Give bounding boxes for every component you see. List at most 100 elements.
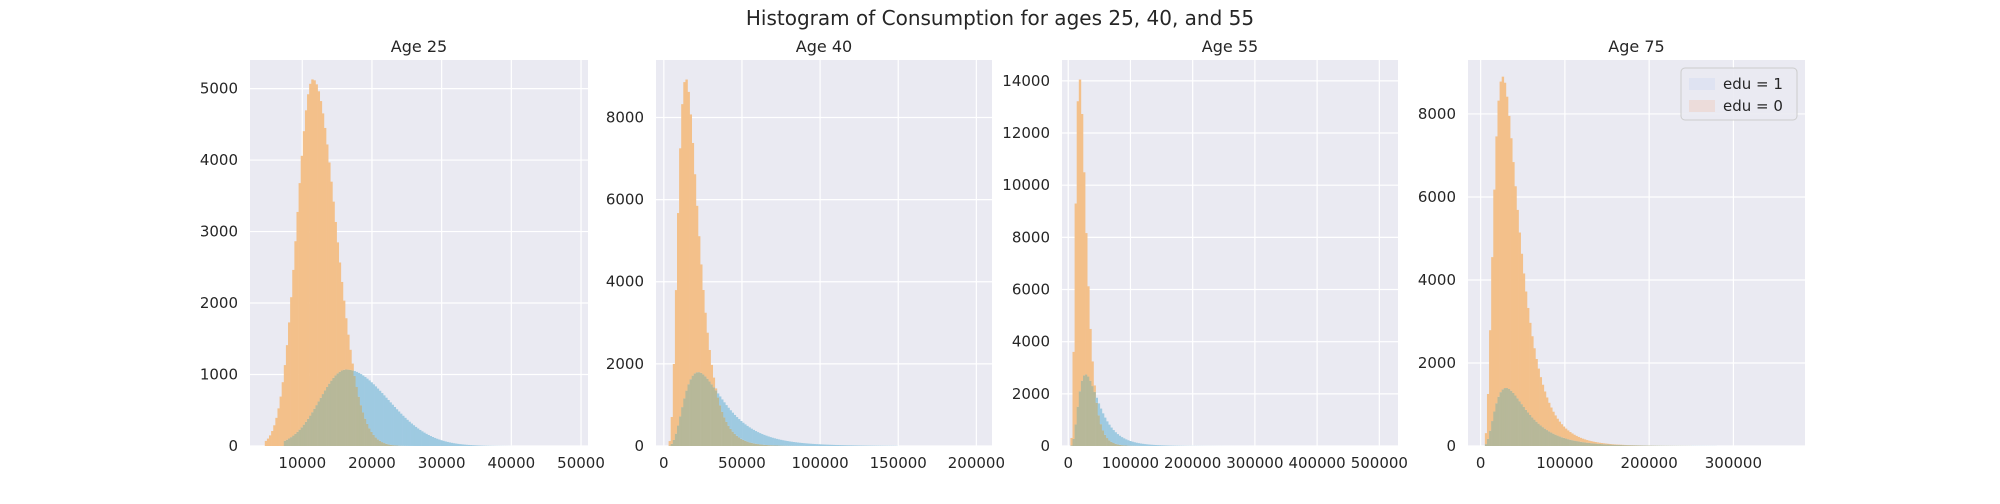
histogram-bar-edu1 bbox=[425, 434, 427, 446]
histogram-bar-edu1 bbox=[835, 445, 837, 446]
histogram-bar-overlap bbox=[343, 370, 345, 446]
histogram-bar-overlap bbox=[387, 444, 389, 446]
histogram-bar-overlap bbox=[366, 424, 368, 446]
histogram-bar-overlap bbox=[296, 432, 298, 446]
histogram-bar-edu1 bbox=[744, 424, 746, 440]
histogram-bar-edu0 bbox=[1609, 444, 1611, 445]
histogram-bar-edu0 bbox=[681, 104, 683, 407]
histogram-bar-overlap bbox=[370, 432, 372, 446]
histogram-bar-edu0 bbox=[313, 80, 315, 408]
histogram-bar-edu1 bbox=[373, 384, 375, 435]
histogram-bar-edu1 bbox=[746, 426, 748, 442]
histogram-bar-overlap bbox=[1634, 445, 1636, 446]
histogram-bar-edu1 bbox=[759, 433, 761, 444]
histogram-bar-edu1 bbox=[1125, 439, 1127, 445]
histogram-bar-edu1 bbox=[797, 443, 799, 446]
histogram-bar-overlap bbox=[309, 416, 311, 446]
histogram-bar-overlap bbox=[1533, 420, 1535, 446]
histogram-bar-edu1 bbox=[389, 402, 391, 444]
x-tick-label: 0 bbox=[659, 454, 669, 472]
histogram-bar-edu0 bbox=[1596, 442, 1598, 443]
histogram-bar-overlap bbox=[360, 405, 362, 446]
histogram-bar-overlap bbox=[315, 405, 317, 446]
histogram-bar-overlap bbox=[1567, 439, 1569, 446]
histogram-bar-overlap bbox=[759, 444, 761, 446]
histogram-bar-overlap bbox=[1523, 407, 1525, 446]
histogram-bar-overlap bbox=[1571, 440, 1573, 446]
histogram-bar-edu0 bbox=[1601, 443, 1603, 444]
histogram-bar-edu1 bbox=[839, 445, 841, 446]
histogram-bar-edu0 bbox=[1527, 308, 1529, 412]
histogram-bar-edu1 bbox=[421, 431, 423, 446]
histogram-bar-edu0 bbox=[273, 425, 275, 446]
histogram-bar-overlap bbox=[345, 370, 347, 446]
histogram-bar-edu0 bbox=[1548, 403, 1550, 432]
histogram-bar-edu0 bbox=[700, 264, 702, 372]
histogram-bar-overlap bbox=[1491, 421, 1493, 446]
histogram-bar-overlap bbox=[288, 439, 290, 446]
histogram-bar-edu1 bbox=[790, 442, 792, 446]
histogram-bar-overlap bbox=[757, 444, 759, 446]
histogram-bar-edu0 bbox=[1582, 439, 1584, 442]
histogram-bar-overlap bbox=[1622, 445, 1624, 446]
histogram-bar-edu1 bbox=[763, 435, 765, 445]
histogram-bar-edu0 bbox=[318, 91, 320, 401]
histogram-bar-overlap bbox=[332, 378, 334, 446]
histogram-bar-edu1 bbox=[858, 445, 860, 446]
x-tick-label: 200000 bbox=[1164, 454, 1221, 472]
histogram-bar-edu0 bbox=[669, 441, 671, 446]
histogram-bar-overlap bbox=[1630, 445, 1632, 446]
histogram-bar-edu0 bbox=[1565, 429, 1567, 439]
histogram-bar-edu1 bbox=[1136, 443, 1138, 446]
histogram-bar-edu0 bbox=[335, 222, 337, 375]
histogram-bar-edu1 bbox=[1131, 442, 1133, 446]
histogram-bar-edu1 bbox=[457, 444, 459, 446]
histogram-bar-edu0 bbox=[1531, 336, 1533, 417]
y-tick-label: 0 bbox=[1446, 437, 1456, 455]
histogram-bar-edu1 bbox=[774, 438, 776, 445]
histogram-bar-overlap bbox=[1590, 443, 1592, 446]
histogram-bar-overlap bbox=[1569, 440, 1571, 446]
histogram-bar-edu0 bbox=[1500, 82, 1502, 393]
histogram-bar-edu0 bbox=[688, 92, 690, 384]
histogram-bar-edu1 bbox=[419, 430, 421, 446]
histogram-bar-edu1 bbox=[432, 437, 434, 446]
histogram-bar-overlap bbox=[1512, 393, 1514, 446]
histogram-bar-edu1 bbox=[732, 413, 734, 432]
histogram-bar-overlap bbox=[1607, 444, 1609, 446]
histogram-bar-overlap bbox=[673, 440, 675, 446]
histogram-bar-overlap bbox=[381, 442, 383, 446]
histogram-bar-edu1 bbox=[816, 444, 818, 446]
histogram-bar-edu0 bbox=[1561, 424, 1563, 437]
histogram-bar-overlap bbox=[732, 432, 734, 446]
histogram-bar-edu0 bbox=[1580, 438, 1582, 442]
histogram-bar-overlap bbox=[1502, 389, 1504, 446]
histogram-bar-edu1 bbox=[822, 444, 824, 446]
y-tick-label: 8000 bbox=[606, 108, 644, 126]
histogram-bar-overlap bbox=[1554, 435, 1556, 446]
histogram-bar-overlap bbox=[1624, 445, 1626, 446]
histogram-bar-overlap bbox=[375, 437, 377, 446]
histogram-bar-overlap bbox=[1573, 441, 1575, 446]
histogram-bar-edu1 bbox=[1096, 398, 1098, 403]
histogram-bar-edu1 bbox=[1144, 444, 1146, 446]
x-tick-label: 20000 bbox=[348, 454, 396, 472]
histogram-bar-edu1 bbox=[472, 445, 474, 446]
y-tick-label: 10000 bbox=[1002, 176, 1050, 194]
histogram-bar-overlap bbox=[679, 416, 681, 446]
histogram-bar-edu0 bbox=[713, 378, 715, 388]
y-tick-label: 6000 bbox=[606, 191, 644, 209]
histogram-bar-edu0 bbox=[1514, 186, 1516, 395]
histogram-bar-edu1 bbox=[381, 393, 383, 442]
histogram-bar-edu1 bbox=[1123, 438, 1125, 445]
y-tick-label: 0 bbox=[634, 437, 644, 455]
histogram-bar-edu1 bbox=[385, 398, 387, 444]
histogram-bar-edu1 bbox=[1146, 444, 1148, 446]
histogram-bar-edu0 bbox=[307, 94, 309, 419]
histogram-bar-edu0 bbox=[1087, 286, 1089, 376]
histogram-bar-edu1 bbox=[455, 444, 457, 446]
x-tick-label: 500000 bbox=[1351, 454, 1408, 472]
histogram-bar-overlap bbox=[1637, 445, 1639, 446]
histogram-bar-overlap bbox=[354, 376, 356, 446]
